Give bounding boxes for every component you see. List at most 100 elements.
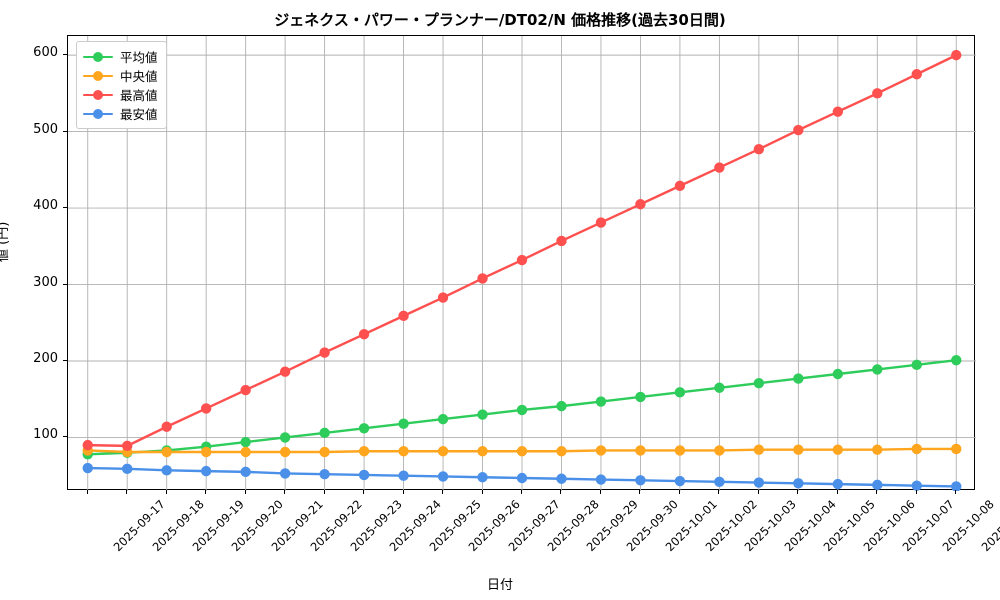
data-point: [240, 436, 251, 448]
legend-label: 中央値: [120, 69, 158, 84]
legend-item-1[interactable]: 中央値: [83, 66, 158, 85]
x-tick-mark: [481, 490, 483, 494]
data-point: [437, 446, 449, 457]
x-tick-mark: [521, 490, 522, 494]
data-point: [358, 423, 370, 434]
y-tick-label: 600: [33, 45, 58, 61]
x-tick-mark: [955, 490, 957, 494]
y-tick-mark: [63, 436, 67, 438]
data-point: [279, 446, 291, 458]
data-point: [516, 404, 528, 416]
data-point: [793, 124, 804, 136]
legend-item-2[interactable]: 最高値: [83, 85, 158, 104]
y-tick-mark: [63, 130, 67, 132]
data-point: [161, 446, 172, 458]
data-point: [437, 471, 449, 482]
data-point: [516, 472, 528, 484]
data-point: [674, 387, 686, 398]
legend-item-0[interactable]: 平均値: [83, 47, 158, 66]
data-point: [911, 359, 922, 371]
x-tick-mark: [599, 490, 601, 494]
data-point: [951, 355, 962, 366]
legend-item-3[interactable]: 最安値: [83, 104, 158, 123]
data-point: [595, 445, 607, 456]
data-point: [240, 446, 251, 458]
series-lines: [82, 49, 962, 491]
data-point: [398, 310, 409, 322]
x-tick-mark: [560, 490, 562, 494]
data-point: [951, 49, 962, 61]
legend-marker-icon: [83, 50, 113, 64]
data-point: [556, 446, 567, 457]
data-point: [319, 347, 330, 358]
x-axis-label: 日付: [486, 578, 513, 593]
data-point: [911, 480, 922, 491]
data-point: [122, 463, 133, 475]
data-point: [674, 180, 686, 192]
data-point: [635, 391, 646, 403]
data-point: [82, 462, 93, 474]
x-tick-mark: [323, 490, 325, 494]
x-tick-mark: [284, 490, 286, 494]
data-point: [714, 162, 725, 173]
y-tick-label: 400: [33, 198, 58, 214]
data-point: [398, 470, 409, 481]
chart-legend: 平均値中央値最高値最安値: [76, 41, 167, 129]
y-tick-mark: [63, 54, 67, 56]
x-tick-mark: [876, 490, 878, 494]
data-point: [477, 472, 488, 483]
data-point: [556, 473, 567, 484]
y-axis-label: 値 (円): [0, 221, 11, 262]
data-point: [832, 478, 844, 490]
data-point: [674, 445, 686, 456]
data-point: [240, 384, 251, 396]
data-point: [82, 439, 93, 451]
data-point: [714, 382, 725, 393]
data-point: [122, 440, 133, 452]
data-point: [753, 143, 765, 155]
series-0: [82, 355, 962, 460]
x-tick-mark: [363, 490, 365, 494]
data-point: [319, 468, 330, 480]
data-point: [793, 478, 804, 489]
data-point: [556, 400, 567, 412]
x-tick-mark: [836, 490, 838, 494]
x-tick-mark: [86, 490, 88, 494]
data-point: [437, 413, 449, 425]
data-point: [872, 479, 883, 491]
data-point: [477, 273, 488, 284]
data-point: [200, 446, 212, 458]
legend-marker-icon: [83, 69, 113, 83]
data-point: [161, 421, 172, 432]
data-point: [319, 427, 330, 439]
legend-label: 最安値: [120, 107, 158, 122]
x-tick-mark: [757, 490, 759, 494]
x-tick-mark: [165, 490, 167, 494]
data-point: [595, 217, 607, 228]
data-point: [911, 443, 922, 455]
x-tick-mark: [244, 490, 246, 494]
x-tick-mark: [126, 490, 128, 494]
y-tick-mark: [63, 283, 67, 285]
y-tick-label: 100: [33, 427, 58, 443]
data-point: [951, 481, 962, 491]
data-point: [595, 474, 607, 485]
legend-label: 平均値: [120, 50, 158, 65]
data-point: [319, 446, 330, 458]
legend-marker-icon: [83, 107, 113, 121]
x-tick-mark: [915, 490, 917, 494]
data-point: [595, 396, 607, 407]
data-point: [635, 445, 646, 456]
data-point: [951, 443, 962, 455]
data-point: [398, 418, 409, 429]
data-point: [279, 366, 291, 377]
data-point: [753, 377, 765, 389]
x-tick-mark: [718, 490, 720, 494]
x-tick-mark: [402, 490, 404, 494]
y-tick-label: 200: [33, 351, 58, 366]
data-point: [200, 465, 212, 477]
data-point: [516, 446, 528, 457]
data-point: [793, 373, 804, 384]
legend-label: 最高値: [120, 88, 158, 103]
